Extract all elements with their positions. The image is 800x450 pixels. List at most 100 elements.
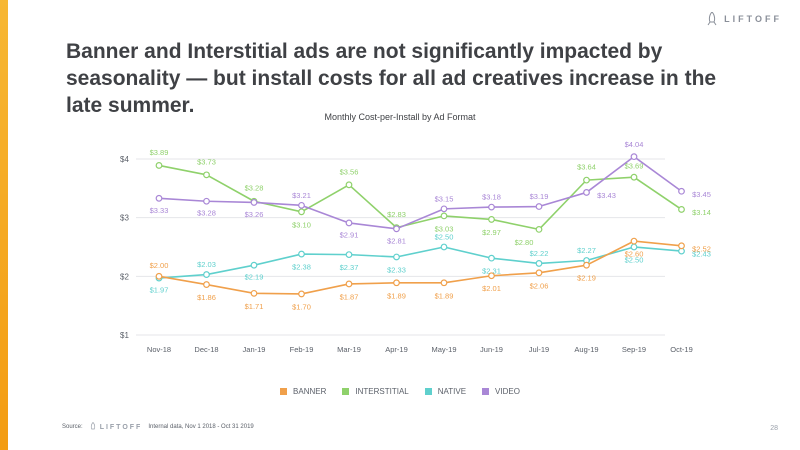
data-label-banner: $1.89 [435, 291, 454, 300]
data-label-native: $2.31 [482, 267, 501, 276]
brand-logo: LIFTOFF [706, 12, 782, 26]
data-point-interstitial [298, 208, 305, 216]
data-label-video: $3.19 [530, 192, 549, 201]
data-point-interstitial [488, 216, 495, 223]
data-point-banner [155, 272, 163, 280]
data-point-banner [583, 261, 590, 269]
data-label-banner: $2.19 [577, 274, 596, 283]
x-tick-label: Jun-19 [480, 345, 503, 354]
legend-item-native: NATIVE [424, 387, 467, 396]
data-point-native [250, 261, 258, 269]
data-label-banner: $1.86 [197, 293, 216, 302]
data-label-interstitial: $3.64 [577, 163, 596, 172]
data-label-interstitial: $2.83 [387, 210, 406, 219]
x-tick-label: Dec-18 [194, 345, 218, 354]
rocket-icon [90, 422, 95, 430]
y-tick-label: $4 [120, 155, 129, 164]
data-point-video [440, 205, 448, 213]
data-point-native [203, 271, 210, 278]
data-label-interstitial: $3.73 [197, 157, 216, 166]
data-point-video [298, 201, 305, 209]
series-line-native [158, 246, 682, 279]
data-label-native: $2.50 [435, 233, 454, 242]
data-point-banner [535, 269, 543, 277]
data-point-video [488, 203, 495, 211]
x-tick-label: Nov-18 [147, 345, 171, 354]
data-point-native [488, 254, 495, 262]
data-label-video: $3.43 [597, 191, 616, 200]
legend-swatch [342, 388, 350, 395]
legend-label: BANNER [293, 387, 327, 396]
data-point-native [298, 250, 305, 258]
source-note: Internal data, Nov 1 2018 - Oct 31 2019 [148, 424, 254, 430]
data-point-banner [678, 242, 685, 250]
data-point-banner [203, 281, 210, 288]
data-label-banner: $2.60 [625, 250, 644, 259]
data-point-native [440, 243, 448, 251]
data-point-native [393, 253, 400, 261]
data-point-video [678, 187, 685, 195]
data-label-video: $3.33 [150, 206, 169, 215]
data-point-banner [298, 290, 305, 298]
brand-logo-text: LIFTOFF [724, 14, 782, 24]
data-label-interstitial: $3.69 [625, 162, 644, 171]
x-tick-label: Mar-19 [337, 345, 361, 354]
data-point-video [630, 153, 638, 161]
legend-item-interstitial: INTERSTITIAL [342, 387, 409, 396]
data-label-interstitial: $3.14 [692, 208, 711, 217]
footer-logo-text: LIFTOFF [99, 423, 143, 431]
chart-legend: BANNER INTERSTITIAL NATIVE VIDEO [0, 387, 800, 396]
footer-logo: LIFTOFF [89, 422, 143, 432]
data-point-video [203, 197, 210, 205]
legend-swatch [424, 388, 432, 395]
legend-label: NATIVE [437, 387, 467, 396]
data-point-banner [393, 279, 400, 287]
data-label-native: $2.38 [292, 263, 311, 272]
legend-item-banner: BANNER [280, 387, 326, 396]
data-label-native: $2.19 [245, 273, 264, 282]
data-label-interstitial: $3.89 [150, 148, 169, 157]
accent-bar [0, 0, 8, 450]
data-label-banner: $2.00 [150, 261, 169, 270]
x-tick-label: Apr-19 [385, 345, 408, 354]
legend-label: INTERSTITIAL [355, 387, 409, 396]
data-point-video [155, 194, 163, 202]
data-label-video: $3.45 [692, 190, 711, 199]
data-label-banner: $1.70 [292, 302, 311, 311]
data-point-banner [250, 289, 258, 297]
data-label-interstitial: $2.80 [515, 238, 534, 247]
legend-swatch [280, 388, 288, 395]
data-label-video: $3.15 [435, 194, 454, 203]
series-line-banner [158, 240, 682, 295]
data-point-interstitial [535, 225, 543, 233]
data-label-video: $3.21 [292, 191, 311, 200]
x-tick-label: Jan-19 [243, 345, 266, 354]
page-number: 28 [770, 425, 778, 432]
data-point-banner [488, 272, 495, 280]
data-point-video [393, 225, 400, 233]
data-point-interstitial [440, 212, 448, 220]
data-label-video: $4.04 [625, 140, 644, 149]
footer: Source: LIFTOFF Internal data, Nov 1 201… [62, 422, 254, 432]
x-tick-label: Sep-19 [622, 345, 646, 354]
data-point-interstitial [678, 206, 685, 213]
data-label-video: $3.28 [197, 209, 216, 218]
data-label-interstitial: $3.10 [292, 220, 311, 229]
data-point-banner [345, 280, 353, 288]
data-label-video: $2.81 [387, 236, 406, 245]
x-tick-label: Oct-19 [670, 345, 693, 354]
rocket-icon [707, 12, 717, 26]
data-label-native: $2.37 [340, 263, 359, 272]
data-point-interstitial [345, 181, 353, 189]
data-label-video: $2.91 [340, 230, 359, 239]
data-label-interstitial: $2.97 [482, 228, 501, 237]
data-point-video [250, 199, 258, 206]
data-point-native [345, 251, 353, 259]
y-tick-label: $2 [120, 272, 129, 281]
series-line-interstitial [158, 164, 682, 231]
legend-label: VIDEO [495, 387, 520, 396]
data-label-video: $3.26 [245, 210, 264, 219]
data-point-banner [440, 279, 448, 287]
y-tick-label: $1 [120, 331, 129, 340]
